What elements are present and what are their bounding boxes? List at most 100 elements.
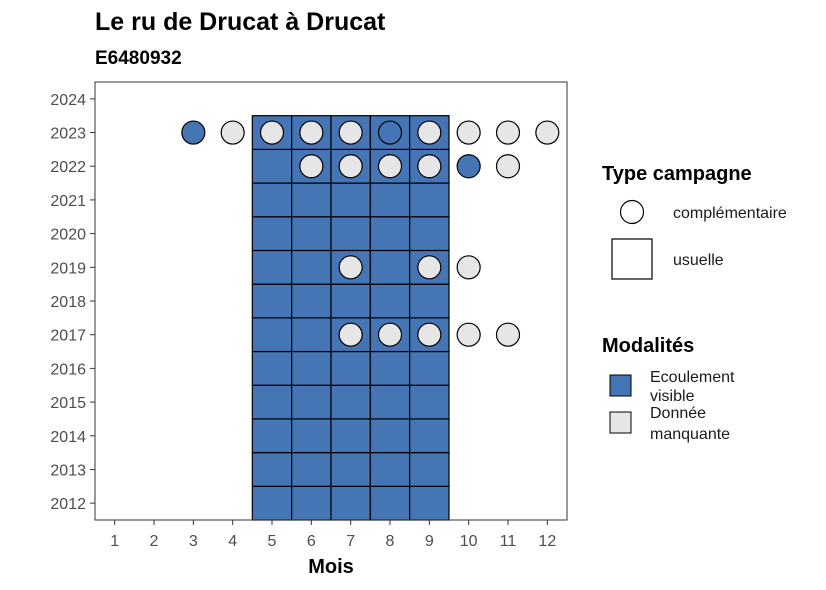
legend-label-manquante-1: Donnée: [650, 405, 706, 422]
y-tick-label-2013: 2013: [50, 462, 86, 479]
usuelle-tile-2018-7: [330, 283, 371, 319]
legend-label-complementaire: complémentaire: [673, 205, 787, 222]
complementaire-point-2022-10: [456, 154, 481, 179]
x-tick-label-9: 9: [425, 533, 434, 550]
complementaire-point-2019-9: [417, 255, 442, 280]
usuelle-tile-2014-6: [291, 418, 332, 454]
usuelle-tile-2012-5: [251, 485, 293, 521]
y-tick-label-2021: 2021: [50, 193, 86, 210]
legend-label-manquante-2: manquante: [650, 426, 730, 443]
usuelle-tile-2015-7: [330, 384, 371, 420]
usuelle-tile-2012-8: [369, 485, 411, 521]
usuelle-tile-2019-8: [369, 249, 411, 285]
usuelle-tile-2020-9: [409, 216, 450, 252]
usuelle-tile-2016-6: [291, 350, 332, 386]
legend-label-ecoulement-2: visible: [650, 388, 695, 405]
complementaire-point-2019-7: [338, 255, 363, 280]
usuelle-tile-2015-8: [369, 384, 411, 420]
usuelle-tile-2016-9: [409, 350, 450, 386]
chart-title: Le ru de Drucat à Drucat: [95, 8, 386, 36]
y-tick-label-2016: 2016: [50, 361, 86, 378]
y-tick-label-2015: 2015: [50, 395, 86, 412]
complementaire-point-2022-7: [338, 154, 363, 179]
x-tick-label-2: 2: [150, 533, 159, 550]
usuelle-tile-2017-6: [291, 317, 332, 353]
usuelle-tile-2020-6: [291, 216, 332, 252]
y-tick-label-2024: 2024: [50, 92, 86, 109]
complementaire-point-2022-9: [417, 154, 442, 179]
usuelle-tile-2018-8: [369, 283, 411, 319]
x-tick-label-1: 1: [110, 533, 119, 550]
usuelle-tile-2019-6: [291, 249, 332, 285]
complementaire-point-2023-8: [377, 120, 403, 145]
x-tick-label-3: 3: [189, 533, 198, 550]
chart-subtitle: E6480932: [95, 48, 182, 69]
usuelle-tile-2017-5: [251, 317, 293, 353]
usuelle-tile-2021-9: [409, 182, 450, 218]
legend-modalite-title: Modalités: [602, 335, 694, 357]
x-tick-label-5: 5: [268, 533, 277, 550]
legend-label-usuelle: usuelle: [673, 252, 724, 269]
y-tick-label-2023: 2023: [50, 126, 86, 143]
usuelle-tile-2016-7: [330, 350, 371, 386]
usuelle-tile-2012-6: [291, 485, 332, 521]
complementaire-point-2022-11: [495, 154, 521, 179]
legend-type-title: Type campagne: [602, 163, 752, 185]
complementaire-layer: [181, 120, 560, 347]
usuelle-tile-2020-5: [251, 216, 293, 252]
y-tick-label-2022: 2022: [50, 159, 86, 176]
usuelle-tile-2019-5: [251, 249, 293, 285]
usuelle-tile-2020-8: [369, 216, 411, 252]
usuelle-layer: [251, 115, 450, 521]
x-axis: 1 2 3 4 5 6 7 8 9 10 11 12: [110, 520, 556, 550]
legend-key-donnee-manquante: [609, 411, 632, 434]
x-tick-label-10: 10: [460, 533, 478, 550]
usuelle-tile-2014-8: [369, 418, 411, 454]
x-tick-label-8: 8: [386, 533, 395, 550]
complementaire-point-2022-8: [377, 154, 403, 179]
complementaire-point-2023-9: [417, 120, 442, 145]
complementaire-point-2022-6: [299, 154, 324, 179]
legend-label-ecoulement-1: Ecoulement: [650, 369, 735, 386]
usuelle-tile-2021-8: [369, 182, 411, 218]
complementaire-point-2019-10: [456, 255, 481, 280]
usuelle-tile-2014-7: [330, 418, 371, 454]
usuelle-tile-2021-7: [330, 182, 371, 218]
legend-circle-key: [619, 199, 645, 225]
x-tick-label-11: 11: [500, 533, 517, 550]
usuelle-tile-2018-6: [291, 283, 332, 319]
usuelle-tile-2012-9: [409, 485, 450, 521]
y-tick-label-2012: 2012: [50, 496, 86, 513]
complementaire-point-2017-11: [495, 322, 521, 347]
y-tick-label-2019: 2019: [50, 260, 86, 277]
y-tick-label-2017: 2017: [50, 328, 86, 345]
legend-key-ecoulement: [609, 374, 632, 397]
complementaire-point-2017-10: [456, 322, 481, 347]
usuelle-tile-2018-9: [409, 283, 450, 319]
usuelle-tile-2021-6: [291, 182, 332, 218]
complementaire-point-2023-3: [181, 120, 206, 145]
usuelle-tile-2016-8: [369, 350, 411, 386]
usuelle-tile-2018-5: [251, 283, 293, 319]
usuelle-tile-2013-6: [291, 452, 332, 487]
usuelle-tile-2014-5: [251, 418, 293, 454]
x-tick-label-6: 6: [307, 533, 316, 550]
usuelle-tile-2012-7: [330, 485, 371, 521]
usuelle-tile-2020-7: [330, 216, 371, 252]
complementaire-point-2023-6: [299, 120, 324, 145]
legend-square-key: [611, 238, 653, 280]
complementaire-point-2017-7: [338, 322, 363, 347]
usuelle-tile-2013-7: [330, 452, 371, 487]
x-axis-title: Mois: [308, 556, 354, 578]
y-tick-label-2014: 2014: [50, 429, 86, 446]
complementaire-point-2023-4: [220, 120, 245, 145]
usuelle-tile-2015-6: [291, 384, 332, 420]
x-tick-label-12: 12: [538, 533, 556, 550]
usuelle-tile-2013-5: [251, 452, 293, 487]
usuelle-tile-2013-8: [369, 452, 411, 487]
legend: Type campagne complémentaire usuelle Mod…: [602, 163, 787, 443]
complementaire-point-2017-8: [377, 322, 403, 347]
y-tick-label-2018: 2018: [50, 294, 86, 311]
complementaire-point-2023-11: [495, 120, 521, 145]
complementaire-point-2023-5: [259, 120, 285, 145]
